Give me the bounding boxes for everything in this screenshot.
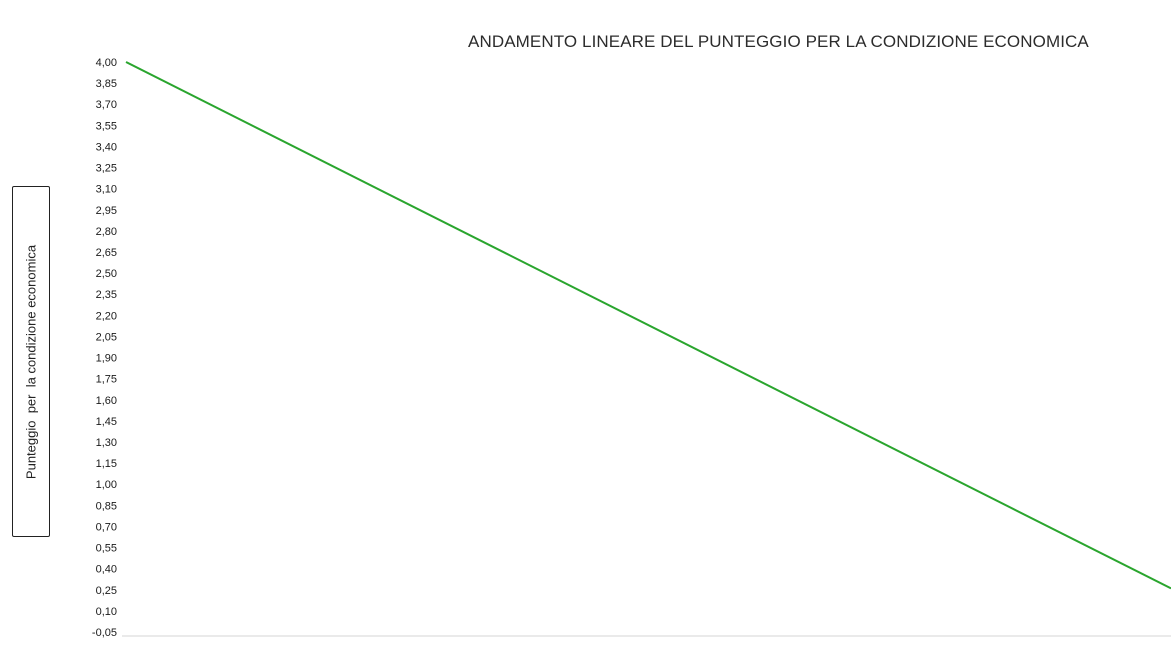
y-tick-label: 2,35	[96, 289, 117, 301]
y-tick-label: 0,70	[96, 521, 117, 533]
y-tick-label: 3,25	[96, 163, 117, 175]
y-tick-label: 0,40	[96, 564, 117, 576]
y-tick-label: 1,75	[96, 374, 117, 386]
y-tick-label: 3,10	[96, 184, 117, 196]
y-tick-label: 3,40	[96, 141, 117, 153]
y-tick-label: 1,45	[96, 416, 117, 428]
y-tick-label: 0,10	[96, 606, 117, 618]
y-tick-label: 4,00	[96, 57, 117, 69]
y-axis-label-box: Punteggio per la condizione economica	[12, 186, 50, 537]
y-tick-label: 1,60	[96, 395, 117, 407]
y-tick-label: 3,85	[96, 78, 117, 90]
y-tick-label: 2,95	[96, 205, 117, 217]
y-tick-label: 0,25	[96, 585, 117, 597]
y-tick-label: 3,70	[96, 99, 117, 111]
y-tick-label: 1,30	[96, 437, 117, 449]
y-tick-label: 2,20	[96, 310, 117, 322]
y-tick-label: 2,05	[96, 331, 117, 343]
y-tick-label: 1,00	[96, 479, 117, 491]
y-tick-label: 0,55	[96, 543, 117, 555]
y-tick-label: 3,55	[96, 120, 117, 132]
y-tick-label: 0,85	[96, 500, 117, 512]
series-line	[125, 61, 1171, 590]
y-tick-label: 2,65	[96, 247, 117, 259]
y-tick-label: 1,90	[96, 353, 117, 365]
chart-title: ANDAMENTO LINEARE DEL PUNTEGGIO PER LA C…	[468, 32, 1089, 51]
y-tick-label: 2,80	[96, 226, 117, 238]
y-tick-label: 1,15	[96, 458, 117, 470]
y-tick-label: 2,50	[96, 268, 117, 280]
y-tick-label: -0,05	[92, 627, 117, 639]
